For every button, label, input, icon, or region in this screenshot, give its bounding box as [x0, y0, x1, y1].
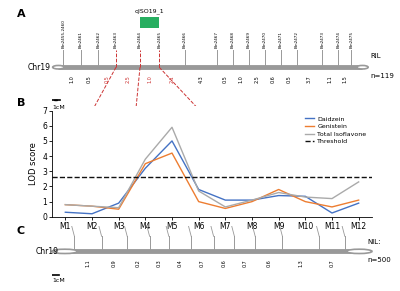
Text: C: C	[17, 226, 25, 235]
Text: 0.5: 0.5	[105, 75, 110, 83]
Text: Bin2463: Bin2463	[114, 31, 118, 48]
Text: Bin2473: Bin2473	[320, 31, 324, 48]
Text: 1.1: 1.1	[328, 75, 333, 83]
Text: Bin2465: Bin2465	[157, 31, 161, 48]
Text: 0.7: 0.7	[242, 260, 247, 267]
Text: 0.2: 0.2	[136, 260, 141, 267]
Text: 0.5: 0.5	[222, 75, 227, 83]
Text: 2.5: 2.5	[126, 75, 130, 83]
Circle shape	[52, 249, 78, 253]
Text: 4.3: 4.3	[198, 75, 203, 83]
Text: Bin2455-2460: Bin2455-2460	[61, 19, 65, 48]
Text: 2.5: 2.5	[254, 75, 259, 83]
Text: Bin2470: Bin2470	[263, 31, 267, 48]
Text: Bin2462: Bin2462	[96, 31, 100, 48]
Text: 3.7: 3.7	[307, 75, 312, 83]
Circle shape	[53, 65, 64, 69]
Bar	[140, 17, 159, 28]
Text: 0.9: 0.9	[112, 260, 117, 267]
Text: Bin2469: Bin2469	[247, 31, 251, 48]
Text: 2.1: 2.1	[170, 75, 174, 83]
Text: 1.3: 1.3	[298, 260, 303, 267]
Text: Bin2474: Bin2474	[336, 31, 340, 48]
Text: 0.7: 0.7	[330, 260, 334, 267]
Text: B: B	[17, 98, 25, 109]
Text: NIL:: NIL:	[367, 239, 381, 245]
Text: 1.0: 1.0	[147, 75, 152, 83]
Text: 0.3: 0.3	[157, 260, 162, 267]
Text: Bin2464: Bin2464	[138, 31, 142, 48]
Text: Bin2471: Bin2471	[279, 31, 283, 48]
Text: Bin2472: Bin2472	[295, 31, 299, 48]
Text: 0.6: 0.6	[270, 75, 275, 83]
Circle shape	[357, 65, 368, 69]
Text: 0.7: 0.7	[200, 260, 205, 267]
Text: 0.5: 0.5	[87, 75, 92, 83]
Text: 1.1: 1.1	[86, 260, 90, 267]
Legend: Daidzein, Genistein, Total Isoflavone, Threshold: Daidzein, Genistein, Total Isoflavone, T…	[302, 114, 369, 147]
Y-axis label: LOD score: LOD score	[29, 142, 38, 185]
Text: Bin2466: Bin2466	[183, 31, 187, 48]
Text: 0.5: 0.5	[286, 75, 291, 83]
Text: 0.6: 0.6	[222, 260, 226, 267]
Text: Bin2468: Bin2468	[231, 31, 235, 48]
Text: Chr19: Chr19	[35, 247, 58, 256]
Text: 0.6: 0.6	[266, 260, 271, 267]
Text: 1.5: 1.5	[342, 75, 347, 83]
Text: RIL: RIL	[370, 54, 381, 59]
Text: qISO19_1: qISO19_1	[135, 8, 164, 14]
Text: Bin2467: Bin2467	[215, 31, 219, 48]
Text: Chr19: Chr19	[27, 63, 50, 72]
Text: Bin2475: Bin2475	[349, 31, 353, 48]
Text: 1.0: 1.0	[70, 75, 74, 83]
Text: A: A	[17, 9, 26, 19]
Text: n=119: n=119	[370, 73, 394, 79]
Circle shape	[346, 249, 372, 253]
Text: n=500: n=500	[367, 257, 391, 263]
Text: 1cM: 1cM	[52, 278, 65, 283]
Text: 0.4: 0.4	[178, 260, 182, 267]
Text: 1cM: 1cM	[52, 105, 65, 110]
Text: 1.0: 1.0	[238, 75, 243, 83]
Text: Bin2461: Bin2461	[79, 31, 83, 48]
